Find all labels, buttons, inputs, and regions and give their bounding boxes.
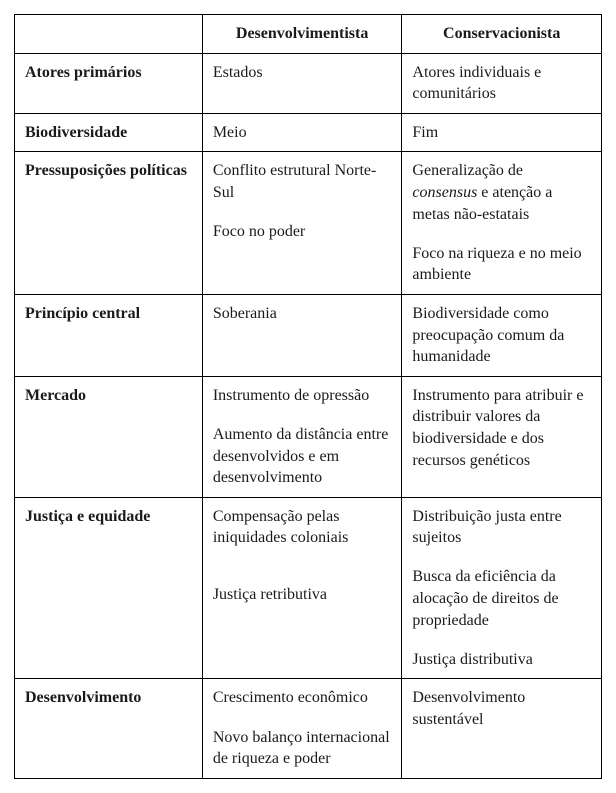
row-label: Princípio central [15,294,203,376]
table-row: Princípio centralSoberaniaBiodiversidade… [15,294,602,376]
table-header-row: Desenvolvimentista Conservacionista [15,15,602,54]
table-cell: Meio [202,113,402,152]
table-row: Pressuposições políticasConflito estrutu… [15,152,602,295]
table-cell: Soberania [202,294,402,376]
row-label: Biodiversidade [15,113,203,152]
row-label: Atores primários [15,53,203,113]
header-col-2: Conservacionista [402,15,602,54]
row-label: Desenvolvimento [15,679,203,778]
table-row: DesenvolvimentoCrescimento econômicoNovo… [15,679,602,778]
table-cell: Instrumento de opressãoAumento da distân… [202,376,402,497]
table-cell: Compensação pelas iniquidades coloniaisJ… [202,497,402,679]
table-cell: Conflito estrutural Norte-SulFoco no pod… [202,152,402,295]
header-col-1: Desenvolvimentista [202,15,402,54]
table-row: BiodiversidadeMeioFim [15,113,602,152]
table-row: MercadoInstrumento de opressãoAumento da… [15,376,602,497]
table-cell: Estados [202,53,402,113]
row-label: Pressuposições políticas [15,152,203,295]
table-cell: Fim [402,113,602,152]
row-label: Justiça e equidade [15,497,203,679]
header-empty [15,15,203,54]
table-cell: Atores individuais e comunitários [402,53,602,113]
comparison-table: Desenvolvimentista Conservacionista Ator… [14,14,602,779]
row-label: Mercado [15,376,203,497]
table-cell: Generalização de consensus e atenção a m… [402,152,602,295]
table-cell: Desenvolvimento sustentável [402,679,602,778]
table-cell: Crescimento econômicoNovo balanço intern… [202,679,402,778]
table-cell: Distribuição justa entre sujeitosBusca d… [402,497,602,679]
table-cell: Biodiversidade como preocupação comum da… [402,294,602,376]
table-row: Justiça e equidadeCompensação pelas iniq… [15,497,602,679]
table-cell: Instrumento para atribuir e distribuir v… [402,376,602,497]
table-row: Atores primáriosEstadosAtores individuai… [15,53,602,113]
